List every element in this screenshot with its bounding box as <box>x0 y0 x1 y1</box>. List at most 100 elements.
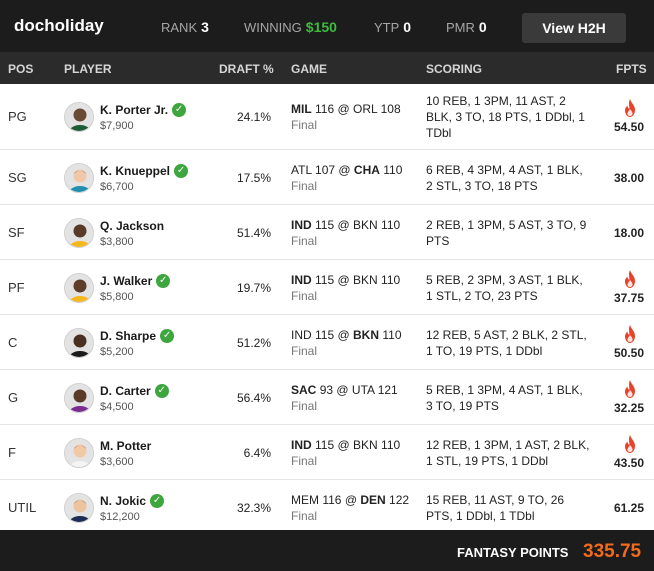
player-avatar <box>64 272 94 303</box>
position-label: SF <box>8 224 25 240</box>
away-score: 93 <box>319 382 334 397</box>
away-team: IND <box>291 217 312 232</box>
scoring-breakdown: 6 REB, 4 3PM, 4 AST, 1 BLK, 2 STL, 3 TO,… <box>426 162 583 193</box>
game-score[interactable]: SAC 93 @ UTA 121 <box>291 383 398 397</box>
player-avatar <box>64 382 94 413</box>
player-salary: $3,600 <box>100 455 134 468</box>
player-salary: $4,500 <box>100 400 134 413</box>
lineup-row[interactable]: UTIL N. Jokic ✓ $12,200 32.3% MEM 116 @ DEN 1… <box>0 480 654 535</box>
home-team: BKN <box>353 437 378 452</box>
player-name[interactable]: D. Carter ✓ <box>100 383 169 398</box>
lineup-row[interactable]: PF J. Walker ✓ $5,800 19.7% IND 115 @ BKN 110… <box>0 260 654 315</box>
player-name-text: K. Porter Jr. <box>100 103 169 117</box>
fantasy-points: 50.50 <box>613 345 644 360</box>
ytp-label: YTP <box>374 20 400 35</box>
col-game: GAME <box>291 62 327 76</box>
at-separator: @ <box>334 327 354 342</box>
position-label: PF <box>8 279 25 295</box>
fantasy-points-label: FANTASY POINTS <box>457 545 569 560</box>
player-avatar <box>64 492 94 523</box>
home-score: 121 <box>377 382 398 397</box>
position-label: C <box>8 334 18 350</box>
col-fpts: FPTS <box>616 62 647 76</box>
lineup-row[interactable]: SG K. Knueppel ✓ $6,700 17.5% ATL 107 @ CHA 1… <box>0 150 654 205</box>
fantasy-points: 61.25 <box>613 500 644 515</box>
home-score: 110 <box>382 327 402 342</box>
away-team: MEM <box>291 492 319 507</box>
game-status: Final <box>291 508 318 523</box>
home-team: ORL <box>353 102 378 116</box>
col-scoring: SCORING <box>426 62 483 76</box>
game-score[interactable]: IND 115 @ BKN 110 <box>291 273 400 287</box>
at-separator: @ <box>334 102 354 116</box>
lineup-row[interactable]: PG K. Porter Jr. ✓ $7,900 24.1% MIL 116 @ ORL… <box>0 84 654 150</box>
flame-icon <box>622 324 638 343</box>
player-avatar <box>64 217 94 248</box>
scorecard-header: docholiday RANK 3 WINNING $150 YTP 0 PMR 0 V… <box>0 0 654 52</box>
lineup-row[interactable]: G D. Carter ✓ $4,500 56.4% SAC 93 @ UTA 121 Fi… <box>0 370 654 425</box>
fantasy-points-footer: FANTASY POINTS 335.75 <box>0 530 654 571</box>
scoring-breakdown: 5 REB, 1 3PM, 4 AST, 1 BLK, 3 TO, 19 PTS <box>426 382 583 413</box>
at-separator: @ <box>333 382 352 397</box>
winning-value: $150 <box>305 19 337 35</box>
verified-check-icon: ✓ <box>174 163 189 178</box>
player-avatar <box>64 162 94 193</box>
game-status: Final <box>291 453 318 468</box>
home-score: 110 <box>381 217 401 232</box>
home-score: 110 <box>381 437 401 452</box>
player-salary: $5,200 <box>100 345 134 358</box>
player-name[interactable]: M. Potter <box>100 439 151 453</box>
away-team: IND <box>291 437 312 452</box>
fantasy-points: 37.75 <box>613 290 644 305</box>
pmr-value: 0 <box>478 19 487 35</box>
fantasy-points: 38.00 <box>613 170 644 185</box>
player-salary: $6,700 <box>100 180 134 193</box>
game-score[interactable]: MIL 116 @ ORL 108 <box>291 102 401 116</box>
player-salary: $3,800 <box>100 235 134 248</box>
position-label: UTIL <box>8 499 37 515</box>
game-score[interactable]: IND 115 @ BKN 110 <box>291 218 400 232</box>
player-avatar <box>64 437 94 468</box>
position-label: SG <box>8 169 27 185</box>
player-name[interactable]: Q. Jackson <box>100 219 164 233</box>
lineup-row[interactable]: C D. Sharpe ✓ $5,200 51.2% IND 115 @ BKN 110 F… <box>0 315 654 370</box>
away-team: SAC <box>291 382 317 397</box>
away-team: IND <box>291 272 312 287</box>
game-score[interactable]: IND 115 @ BKN 110 <box>291 328 402 342</box>
player-name[interactable]: K. Knueppel ✓ <box>100 163 189 178</box>
at-separator: @ <box>334 272 354 287</box>
verified-check-icon: ✓ <box>154 383 169 398</box>
home-score: 110 <box>383 162 403 177</box>
home-team: DEN <box>360 492 386 507</box>
fantasy-points-total: 335.75 <box>583 541 642 562</box>
pmr-label: PMR <box>446 20 475 35</box>
player-name[interactable]: K. Porter Jr. ✓ <box>100 103 187 117</box>
game-score[interactable]: ATL 107 @ CHA 110 <box>291 163 402 177</box>
away-score: 115 <box>315 217 335 232</box>
player-name[interactable]: N. Jokic ✓ <box>100 493 165 508</box>
draft-percent: 19.7% <box>236 280 271 295</box>
ytp-stat: YTP 0 <box>374 19 411 35</box>
username: docholiday <box>14 16 104 35</box>
away-score: 116 <box>315 102 335 116</box>
position-label: PG <box>8 109 27 124</box>
game-score[interactable]: MEM 116 @ DEN 122 <box>291 493 409 507</box>
player-name[interactable]: D. Sharpe ✓ <box>100 328 175 343</box>
scoring-breakdown: 15 REB, 11 AST, 9 TO, 26 PTS, 1 DDbl, 1 … <box>426 492 565 523</box>
game-status: Final <box>291 398 318 413</box>
lineup-row[interactable]: SF Q. Jackson $3,800 51.4% IND 115 @ BKN 110… <box>0 205 654 260</box>
flame-icon <box>622 434 638 453</box>
player-name-text: D. Carter <box>100 383 151 398</box>
game-status: Final <box>291 288 318 303</box>
flame-icon <box>622 269 638 288</box>
player-salary: $12,200 <box>100 510 140 523</box>
game-score[interactable]: IND 115 @ BKN 110 <box>291 438 400 452</box>
home-score: 108 <box>380 102 401 116</box>
draft-percent: 56.4% <box>236 390 271 405</box>
home-score: 110 <box>381 272 401 287</box>
home-team: CHA <box>353 162 380 177</box>
view-h2h-button[interactable]: View H2H <box>522 13 626 43</box>
lineup-row[interactable]: F M. Potter $3,600 6.4% IND 115 @ BKN 110 Fin… <box>0 425 654 480</box>
home-team: BKN <box>353 272 378 287</box>
player-name[interactable]: J. Walker ✓ <box>100 273 171 288</box>
